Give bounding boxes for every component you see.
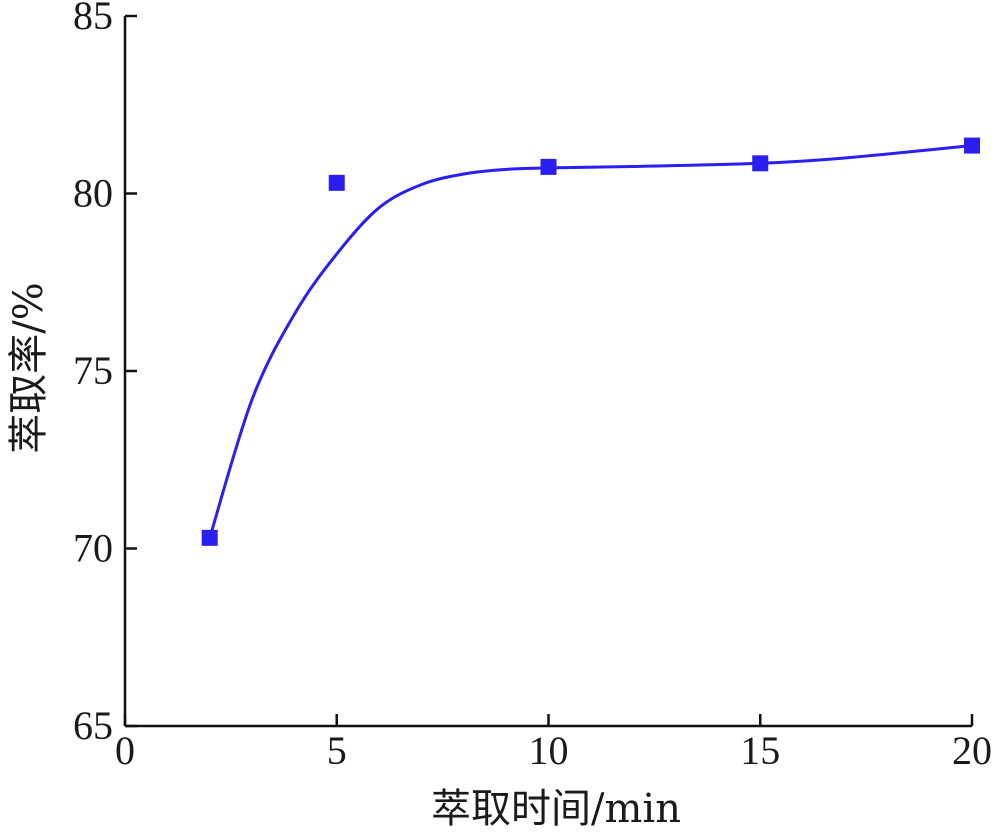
x-tick-label: 20 [952,728,992,773]
y-tick-label: 80 [73,171,113,216]
x-axis-ticks: 0 5 10 15 20 [115,714,992,773]
data-point [201,529,218,546]
axes [123,16,972,728]
y-tick-label: 75 [73,348,113,393]
data-point [540,158,557,175]
data-points [201,137,980,546]
y-axis-title: 萃取率/% [6,282,52,453]
x-axis-title: 萃取时间/min [431,786,681,832]
x-tick-label: 10 [529,728,569,773]
y-axis-ticks: 65 70 75 80 85 [73,0,137,748]
x-tick-label: 0 [115,728,135,773]
y-tick-label: 70 [73,526,113,571]
fit-curve-line [208,144,973,539]
data-point [964,137,980,154]
fit-curve-layer [208,144,973,539]
x-tick-label: 15 [740,728,780,773]
x-tick-label: 5 [327,728,347,773]
y-tick-label: 65 [73,703,113,748]
y-tick-label: 85 [73,0,113,38]
data-point [328,174,345,191]
data-point [752,155,769,172]
